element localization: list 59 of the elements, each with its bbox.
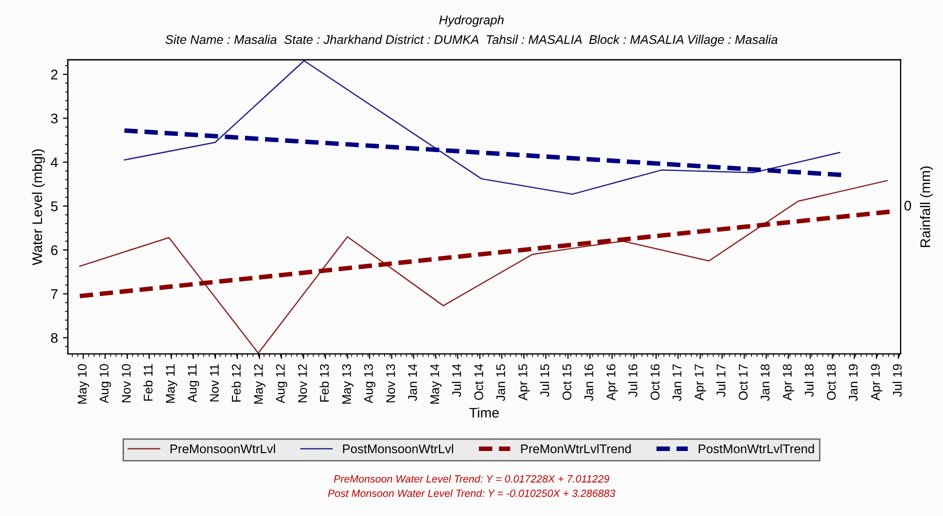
x-tick-label: Jan 16 [584, 364, 594, 402]
x-tick-label: Feb 13 [320, 364, 329, 402]
legend-label: PreMonsoonWtrLvl [170, 444, 275, 454]
x-tick-label: Jul 16 [628, 364, 638, 397]
x-tick-label: May 12 [254, 364, 266, 404]
legend-label: PreMonWtrLvlTrend [521, 444, 631, 454]
x-tick-label: Jan 15 [496, 364, 506, 402]
y-tick-label: 3 [50, 114, 58, 124]
x-tick-label: Oct 14 [474, 364, 484, 400]
x-tick-label: Oct 17 [738, 364, 748, 400]
y-tick-label: 4 [50, 158, 58, 168]
x-tick-label: Jan 19 [848, 364, 858, 402]
y-axis-title: Water Level (mbgl) [32, 149, 45, 266]
x-tick-label: May 14 [430, 364, 442, 404]
x-tick-label: Feb 11 [143, 364, 153, 401]
chart-subtitle: Site Name : Masalia State : Jharkhand District : DUMKA Tahsil : MASALIA Block : MASALIA Village : Masalia [166, 34, 778, 46]
x-tick-label: Apr 15 [518, 364, 530, 400]
x-tick-label: May 11 [166, 364, 178, 403]
x-tick-label: Apr 18 [782, 364, 794, 400]
x-tick-label: Apr 16 [606, 364, 618, 400]
y-tick-label: 2 [51, 70, 58, 80]
x-tick-label: Nov 13 [386, 364, 396, 402]
text: PreMonsoon Water Level Trend: Y = 0.017228X + 7.011229 [334, 474, 610, 483]
x-tick-label: Nov 11 [210, 364, 219, 402]
y-tick-label: 7 [51, 289, 58, 299]
x-tick-label: Jul 19 [892, 364, 902, 397]
y-tick-label: 6 [51, 245, 58, 256]
chart-title: Hydrograph [439, 15, 504, 27]
x-tick-label: Jul 14 [452, 364, 462, 397]
x-tick-label: Aug 12 [276, 364, 288, 404]
legend-label: PostMonsoonWtrLvl [343, 444, 454, 454]
y2-axis-title: Rainfall (mm) [920, 166, 933, 248]
x-tick-label: Oct 18 [826, 364, 836, 400]
x-tick-label: Oct 16 [650, 364, 660, 400]
x-tick-label: Aug 11 [188, 364, 200, 402]
x-tick-label: Aug 10 [100, 364, 111, 404]
x-tick-label: Oct 15 [562, 364, 572, 400]
text: 0 [904, 200, 912, 211]
x-tick-label: Feb 12 [232, 364, 241, 402]
x-tick-label: Jan 17 [672, 364, 682, 402]
x-tick-label: Aug 13 [364, 364, 376, 404]
line-series [79, 180, 888, 354]
text: Post Monsoon Water Level Trend: Y = -0.010250X + 3.286883 [328, 489, 616, 498]
x-tick-label: Apr 17 [694, 364, 706, 400]
x-tick-label: Jan 14 [408, 364, 417, 402]
x-tick-label: Nov 10 [122, 364, 131, 402]
y-tick-label: 8 [51, 333, 58, 343]
x-tick-label: Jul 17 [716, 364, 726, 397]
line-series [124, 60, 840, 195]
x-tick-label: Jul 18 [804, 364, 814, 397]
x-tick-label: Jan 18 [760, 364, 770, 402]
legend-label: PostMonWtrLvlTrend [698, 444, 814, 454]
x-tick-label: Nov 12 [298, 364, 307, 402]
x-tick-label: Jul 15 [540, 364, 550, 397]
x-axis-title: Time [469, 407, 499, 418]
y-tick-label: 5 [51, 202, 58, 212]
x-tick-label: May 10 [78, 364, 90, 404]
x-tick-label: May 13 [342, 364, 354, 404]
x-tick-label: Apr 19 [870, 364, 882, 400]
